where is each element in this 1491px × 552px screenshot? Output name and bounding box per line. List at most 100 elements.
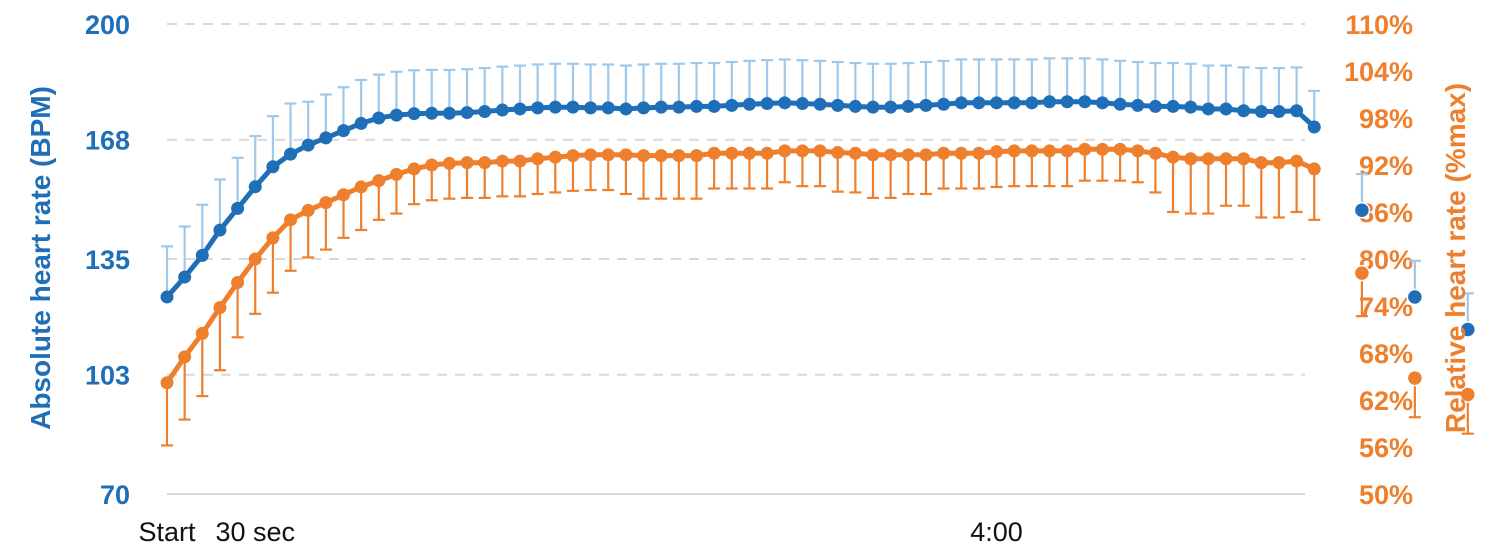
- absolute-point: [831, 98, 845, 112]
- absolute-point: [690, 99, 703, 113]
- relative-point: [407, 162, 421, 176]
- absolute-point: [566, 100, 580, 114]
- left-axis-ticks: 200 168 135 103 70: [85, 10, 130, 510]
- relative-point: [1353, 264, 1371, 282]
- right-tick-label: 62%: [1359, 386, 1413, 416]
- relative-point: [495, 154, 509, 168]
- x-tick-label: 30 sec: [215, 517, 295, 547]
- relative-point: [1166, 150, 1180, 164]
- absolute-point: [354, 116, 368, 130]
- absolute-point: [248, 180, 262, 194]
- absolute-point: [1043, 95, 1056, 109]
- relative-point: [866, 148, 880, 162]
- relative-error-bars: [161, 149, 1474, 447]
- right-tick-label: 74%: [1359, 292, 1413, 322]
- absolute-point: [195, 248, 209, 262]
- absolute-point: [1459, 321, 1477, 338]
- right-tick-label: 50%: [1359, 480, 1413, 510]
- absolute-point: [1290, 104, 1304, 118]
- x-tick-label: Start: [138, 517, 196, 547]
- relative-point: [1025, 144, 1039, 158]
- absolute-error-bars: [161, 57, 1474, 330]
- absolute-point: [1272, 104, 1286, 118]
- relative-point: [601, 148, 615, 162]
- relative-point: [1290, 154, 1304, 168]
- absolute-point: [319, 131, 333, 145]
- absolute-point: [178, 270, 192, 284]
- relative-point: [742, 146, 756, 160]
- relative-point: [319, 196, 333, 210]
- relative-point: [901, 148, 915, 162]
- absolute-point: [672, 100, 686, 114]
- left-axis-title: Absolute heart rate (BPM): [25, 86, 56, 430]
- absolute-point: [601, 101, 615, 115]
- left-tick-label: 168: [85, 126, 130, 156]
- absolute-point: [495, 103, 509, 117]
- absolute-point: [813, 97, 827, 111]
- right-tick-label: 56%: [1359, 433, 1413, 463]
- absolute-point: [442, 106, 456, 120]
- relative-point: [1459, 386, 1477, 403]
- absolute-point: [866, 100, 880, 114]
- relative-series: [160, 142, 1477, 403]
- absolute-point: [707, 99, 721, 113]
- relative-point: [301, 203, 315, 217]
- relative-point: [937, 146, 951, 160]
- absolute-point: [1307, 120, 1321, 134]
- absolute-point: [937, 97, 951, 111]
- right-tick-label: 104%: [1344, 57, 1413, 87]
- absolute-point: [725, 98, 739, 112]
- absolute-point: [266, 160, 280, 174]
- absolute-point: [619, 102, 633, 116]
- relative-point: [707, 146, 721, 160]
- relative-point: [831, 145, 845, 159]
- absolute-point: [778, 96, 792, 110]
- relative-point: [990, 145, 1004, 159]
- absolute-point: [760, 97, 774, 111]
- absolute-point: [1166, 99, 1180, 113]
- absolute-point: [990, 96, 1004, 110]
- relative-point: [690, 149, 703, 163]
- left-tick-label: 103: [85, 361, 130, 391]
- absolute-point: [389, 108, 403, 122]
- absolute-point: [1353, 201, 1371, 219]
- x-axis-ticks: Start 30 sec 4:00: [138, 517, 1022, 547]
- relative-point: [1060, 144, 1074, 158]
- relative-point: [354, 180, 368, 194]
- relative-point: [195, 326, 209, 340]
- relative-point: [884, 148, 898, 162]
- absolute-point: [478, 104, 492, 118]
- relative-point: [1307, 162, 1321, 176]
- left-tick-label: 70: [100, 480, 130, 510]
- relative-point: [1078, 142, 1092, 156]
- absolute-point: [1237, 104, 1251, 118]
- absolute-point: [372, 111, 386, 125]
- right-tick-label: 68%: [1359, 339, 1413, 369]
- absolute-point: [1184, 100, 1198, 114]
- right-tick-label: 92%: [1359, 151, 1413, 181]
- absolute-point: [160, 290, 174, 304]
- relative-point: [513, 154, 527, 168]
- relative-point: [637, 149, 651, 163]
- relative-point: [548, 150, 562, 164]
- absolute-point: [1219, 102, 1233, 116]
- absolute-point: [407, 107, 421, 121]
- relative-point: [725, 146, 739, 160]
- absolute-point: [742, 97, 756, 111]
- relative-point: [1237, 152, 1251, 166]
- absolute-point: [1025, 96, 1039, 110]
- relative-point: [1184, 152, 1198, 166]
- absolute-point: [301, 138, 315, 152]
- absolute-point: [637, 101, 651, 115]
- absolute-point: [654, 100, 668, 114]
- relative-point: [425, 158, 439, 172]
- absolute-point: [1254, 104, 1268, 118]
- relative-point: [1131, 144, 1145, 158]
- absolute-point: [1113, 97, 1127, 111]
- relative-point: [337, 188, 350, 202]
- absolute-point: [1148, 99, 1162, 113]
- relative-point: [566, 149, 580, 163]
- relative-point: [1113, 142, 1127, 156]
- absolute-point: [425, 106, 439, 120]
